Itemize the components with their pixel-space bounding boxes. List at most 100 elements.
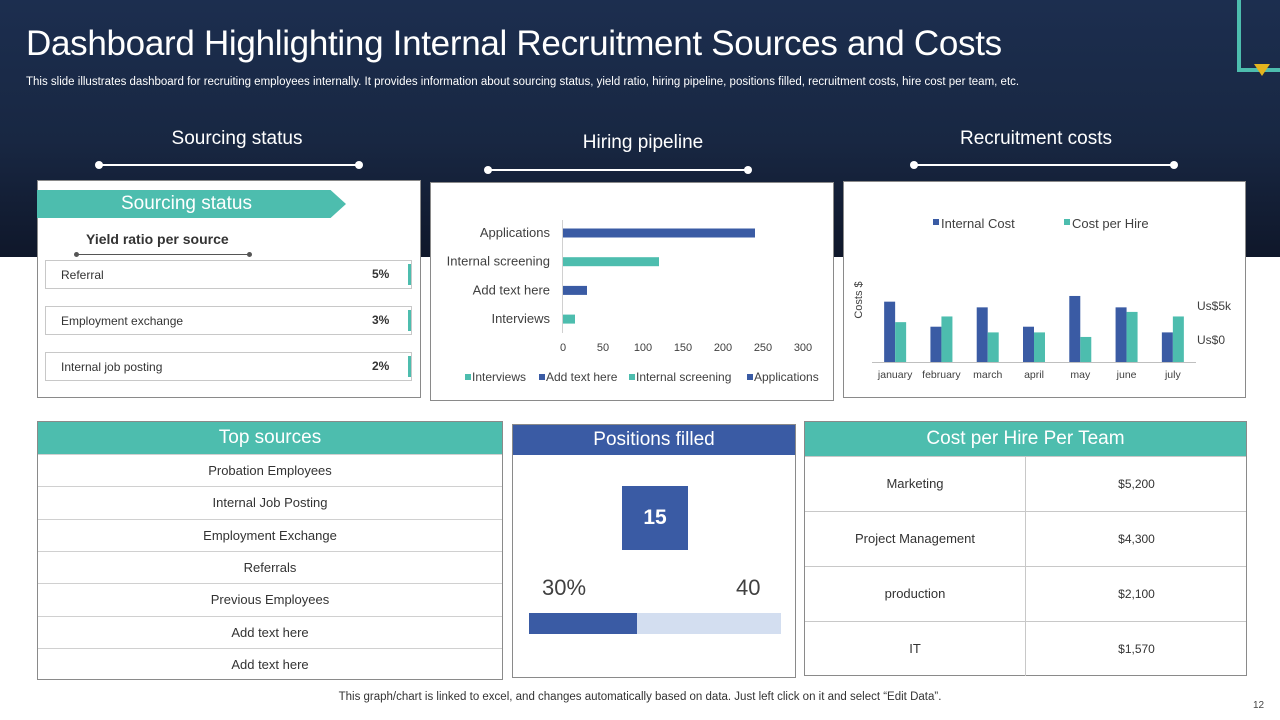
yield-source-label: Employment exchange bbox=[61, 314, 184, 328]
yield-row: Internal job posting 2% bbox=[45, 352, 412, 381]
legend-swatch bbox=[465, 374, 471, 380]
tick-label: may bbox=[1070, 369, 1091, 381]
bar bbox=[1161, 332, 1173, 362]
team-cost: $4,300 bbox=[1118, 532, 1155, 546]
yield-source-value: 3% bbox=[372, 313, 390, 327]
cost-per-hire-title: Cost per Hire Per Team bbox=[805, 422, 1246, 456]
tick-label: june bbox=[1116, 369, 1137, 381]
yield-source-label: Internal job posting bbox=[61, 360, 163, 374]
hiring-pipeline-panel[interactable]: Applications Internal screening Add text h… bbox=[430, 182, 834, 401]
team-name: Marketing bbox=[805, 457, 1026, 511]
positions-progress-fill bbox=[529, 613, 638, 634]
recruitment-costs-chart[interactable]: Internal Cost Cost per Hire Costs $ january… bbox=[844, 182, 1245, 397]
team-cost: $1,570 bbox=[1118, 642, 1155, 656]
tick-label: march bbox=[973, 369, 1002, 381]
page-number: 12 bbox=[1253, 700, 1265, 711]
section-divider bbox=[484, 166, 752, 174]
table-row: IT $1,570 bbox=[805, 621, 1246, 676]
positions-filled-panel: Positions filled 15 30% 40 bbox=[512, 424, 796, 678]
team-name: IT bbox=[805, 622, 1026, 676]
table-row: Project Management $4,300 bbox=[805, 511, 1246, 566]
bar bbox=[895, 322, 907, 362]
top-source-item: Employment Exchange bbox=[38, 518, 502, 551]
legend-swatch bbox=[747, 374, 753, 380]
top-source-item: Add text here bbox=[38, 647, 502, 680]
bar bbox=[563, 285, 587, 295]
legend-swatch bbox=[539, 374, 545, 380]
bar bbox=[563, 314, 575, 324]
section-heading-sourcing: Sourcing status bbox=[171, 128, 303, 149]
category-label: Interviews bbox=[491, 311, 550, 326]
table-row: production $2,100 bbox=[805, 566, 1246, 621]
top-source-item: Previous Employees bbox=[38, 583, 502, 615]
positions-progress-track bbox=[529, 613, 781, 634]
yield-divider bbox=[74, 252, 252, 257]
bar bbox=[1069, 295, 1081, 362]
y-annotation: Us$0 bbox=[1197, 333, 1225, 347]
bar bbox=[1172, 316, 1184, 362]
positions-filled-title: Positions filled bbox=[513, 425, 795, 455]
section-divider bbox=[910, 161, 1178, 169]
tick-label: 100 bbox=[634, 342, 652, 354]
tick-label: january bbox=[877, 369, 913, 381]
top-source-item: Referrals bbox=[38, 550, 502, 583]
tick-label: 50 bbox=[597, 342, 609, 354]
yield-row: Referral 5% bbox=[45, 260, 412, 289]
axis-label: Costs $ bbox=[853, 281, 865, 318]
team-cost: $5,200 bbox=[1118, 477, 1155, 491]
tick-label: july bbox=[1164, 369, 1182, 381]
sourcing-status-ribbon: Sourcing status bbox=[37, 190, 346, 218]
table-row: Marketing $5,200 bbox=[805, 456, 1246, 511]
tick-label: 150 bbox=[674, 342, 692, 354]
legend-label: Interviews bbox=[472, 370, 526, 384]
section-heading-pipeline: Hiring pipeline bbox=[582, 132, 704, 153]
tick-label: 200 bbox=[714, 342, 732, 354]
legend-swatch bbox=[629, 374, 635, 380]
bar bbox=[884, 301, 896, 362]
top-source-item: Probation Employees bbox=[38, 454, 502, 486]
legend-swatch bbox=[1064, 219, 1070, 225]
bar bbox=[976, 307, 988, 362]
legend-label: Internal screening bbox=[636, 370, 731, 384]
yield-ratio-title: Yield ratio per source bbox=[86, 231, 229, 247]
sourcing-ribbon-label: Sourcing status bbox=[121, 193, 252, 214]
positions-filled-percent: 30% bbox=[542, 575, 587, 600]
section-heading-costs: Recruitment costs bbox=[959, 128, 1113, 149]
tick-label: april bbox=[1024, 369, 1044, 381]
bar bbox=[941, 316, 953, 362]
tick-label: 300 bbox=[794, 342, 812, 354]
yield-source-label: Referral bbox=[61, 268, 104, 282]
top-source-item: Internal Job Posting bbox=[38, 486, 502, 518]
hiring-pipeline-chart[interactable]: Applications Internal screening Add text h… bbox=[431, 183, 833, 400]
category-label: Internal screening bbox=[447, 254, 550, 269]
bar bbox=[987, 332, 999, 362]
recruitment-costs-panel[interactable]: Internal Cost Cost per Hire Costs $ january… bbox=[843, 181, 1246, 398]
legend-label: Applications bbox=[754, 370, 819, 384]
legend-label: Cost per Hire bbox=[1072, 216, 1149, 231]
cost-per-hire-table: Cost per Hire Per Team Marketing $5,200 … bbox=[804, 421, 1247, 676]
yield-source-value: 2% bbox=[372, 359, 390, 373]
top-sources-table: Top sources Probation Employees Internal… bbox=[37, 421, 503, 680]
page-subtitle: This slide illustrates dashboard for rec… bbox=[26, 76, 1020, 88]
section-divider bbox=[95, 161, 363, 169]
bar bbox=[1126, 311, 1138, 362]
team-name: Project Management bbox=[805, 512, 1026, 566]
bar bbox=[1115, 307, 1127, 362]
corner-decoration bbox=[1237, 0, 1280, 72]
category-label: Add text here bbox=[473, 282, 550, 297]
yield-source-value: 5% bbox=[372, 267, 390, 281]
bar bbox=[563, 257, 659, 267]
team-name: production bbox=[805, 567, 1026, 621]
legend-label: Add text here bbox=[546, 370, 618, 384]
tick-label: february bbox=[922, 369, 961, 381]
bar bbox=[1080, 336, 1092, 362]
page-title: Dashboard Highlighting Internal Recruitm… bbox=[26, 24, 1002, 63]
team-cost: $2,100 bbox=[1118, 587, 1155, 601]
legend-swatch bbox=[933, 219, 939, 225]
bar bbox=[930, 326, 942, 362]
positions-filled-count: 15 bbox=[622, 486, 688, 550]
tick-label: 250 bbox=[754, 342, 772, 354]
bar bbox=[1023, 326, 1034, 362]
y-annotation: Us$5k bbox=[1197, 299, 1232, 313]
legend-label: Internal Cost bbox=[941, 216, 1015, 231]
